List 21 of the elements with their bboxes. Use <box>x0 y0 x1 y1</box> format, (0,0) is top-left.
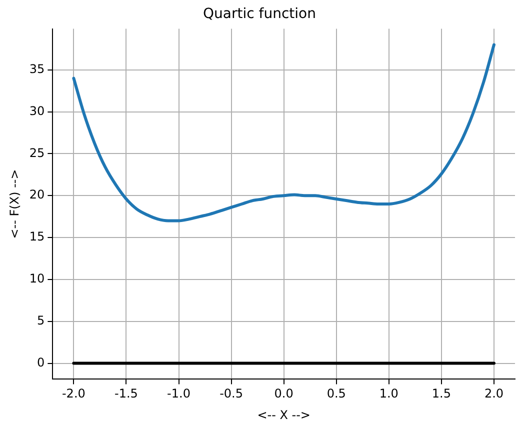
y-tick-label: 15 <box>29 230 45 244</box>
x-tick-label: -1.0 <box>167 386 190 401</box>
y-tick-label: 0 <box>37 355 45 370</box>
x-axis-title: <-- X --> <box>257 408 310 422</box>
x-tick-label: 1.0 <box>379 386 398 401</box>
y-tick-label: 5 <box>37 313 45 328</box>
y-tick-label: 30 <box>29 104 45 118</box>
y-tick-label: 20 <box>29 188 45 202</box>
y-tick-label: 10 <box>29 272 45 286</box>
y-axis-title: <-- F(X) --> <box>7 169 22 239</box>
y-tick-label: 25 <box>29 146 45 160</box>
x-tick-label: 0.0 <box>274 386 294 401</box>
x-tick-label: 2.0 <box>484 386 504 401</box>
x-tick-label: -1.5 <box>114 386 138 401</box>
x-tick-label: -0.5 <box>220 386 244 401</box>
chart-title: Quartic function <box>203 6 316 22</box>
x-tick-label: 0.5 <box>326 386 346 401</box>
line-series <box>72 43 496 222</box>
x-tick-label: 1.5 <box>432 386 451 401</box>
x-tick-label: -2.0 <box>62 386 86 401</box>
y-tick-label: 35 <box>29 62 45 76</box>
